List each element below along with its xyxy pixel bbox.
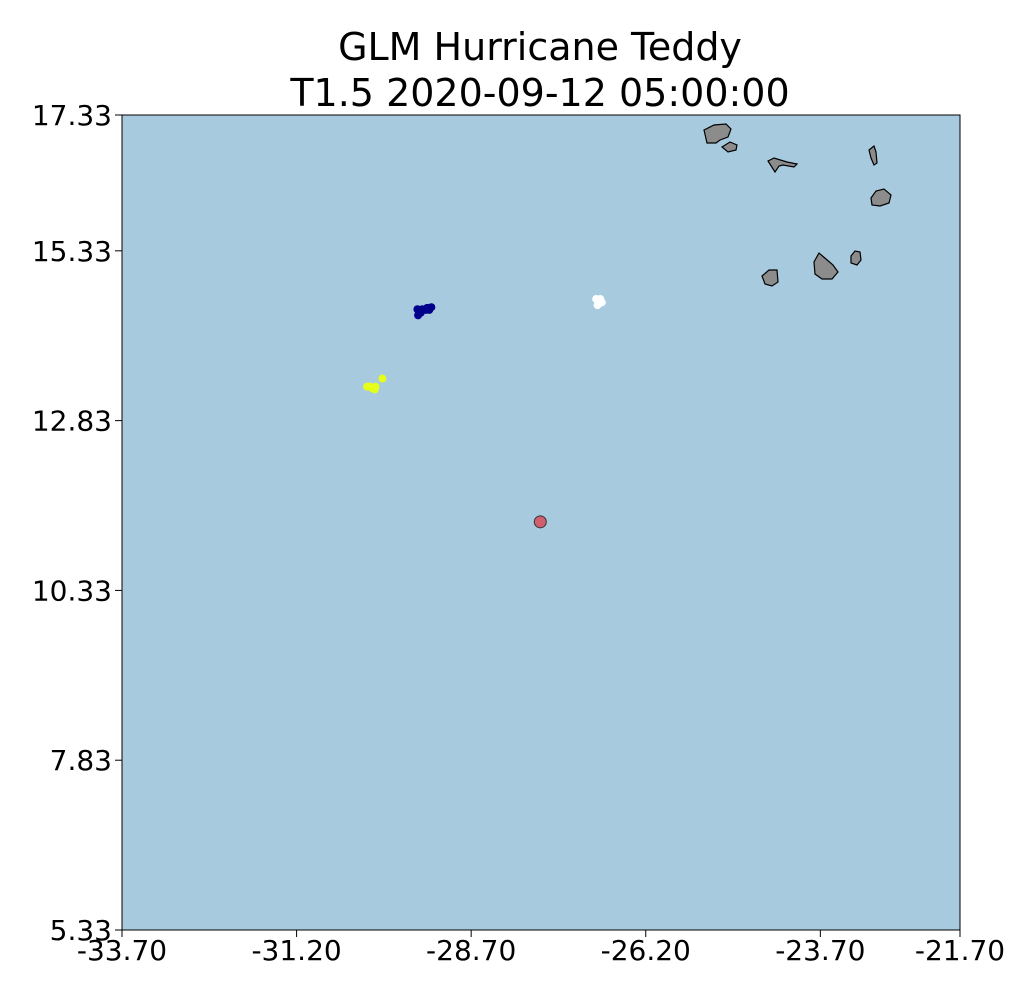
lightning-point (415, 307, 424, 316)
lightning-point (378, 374, 387, 383)
lightning-point (427, 303, 436, 312)
island-fogo (761, 269, 779, 287)
y-tick-label: 5.33 (50, 914, 112, 947)
island-sal (868, 144, 878, 166)
lightning-points (363, 295, 606, 394)
lightning-point (597, 298, 606, 307)
x-tick-label: -21.70 (915, 934, 1005, 967)
x-tick-label: -33.70 (77, 934, 167, 967)
island-maio (850, 250, 862, 266)
island-santiago (813, 252, 839, 280)
lightning-point (371, 382, 380, 391)
storm-center-point (533, 515, 547, 529)
island-santo-antao (703, 123, 732, 144)
x-axis: -33.70 -31.20 -28.70 -26.20 -23.70 -21.70 (77, 930, 1005, 967)
island-sao-vicente (720, 141, 738, 153)
y-tick-label: 10.33 (32, 574, 112, 607)
x-tick-label: -23.70 (775, 934, 865, 967)
y-axis: 5.33 7.83 10.33 12.83 15.33 17.33 (32, 99, 122, 947)
y-tick-label: 7.83 (50, 744, 112, 777)
chart-title-line-1: GLM Hurricane Teddy (338, 25, 742, 69)
island-sao-nicolau (767, 157, 799, 174)
y-tick-label: 15.33 (32, 235, 112, 268)
x-tick-label: -31.20 (251, 934, 341, 967)
x-tick-label: -26.20 (601, 934, 691, 967)
y-tick-label: 12.83 (32, 405, 112, 438)
storm-center (533, 515, 547, 529)
island-boa-vista (870, 188, 892, 207)
chart-title-line-2: T1.5 2020-09-12 05:00:00 (289, 71, 789, 115)
y-tick-label: 17.33 (32, 99, 112, 132)
plot-frame (121, 114, 961, 931)
x-tick-label: -28.70 (426, 934, 516, 967)
cape-verde-islands (703, 123, 892, 287)
